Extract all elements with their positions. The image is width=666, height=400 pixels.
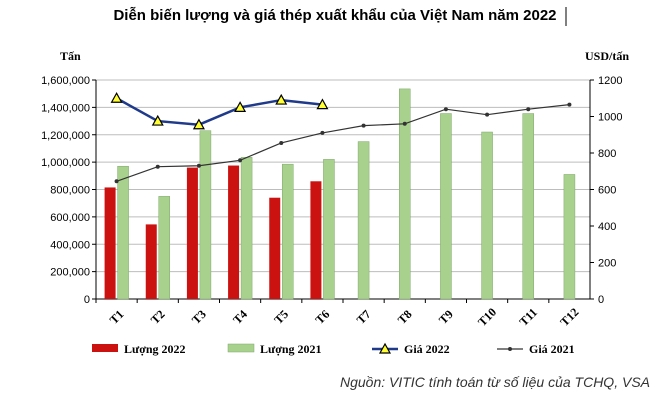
bar bbox=[104, 187, 116, 299]
right-tick-label: 200 bbox=[598, 258, 616, 270]
bar bbox=[357, 141, 370, 300]
x-tick-label: T8 bbox=[395, 307, 415, 327]
line-point bbox=[234, 101, 247, 112]
left-axis-unit: Tấn bbox=[60, 49, 81, 63]
bar bbox=[269, 197, 281, 299]
line-point bbox=[238, 158, 243, 163]
left-tick-label: 400,000 bbox=[50, 239, 90, 251]
bar bbox=[186, 167, 198, 299]
left-tick-label: 0 bbox=[84, 294, 90, 306]
right-tick-label: 1200 bbox=[598, 75, 622, 87]
bar bbox=[440, 113, 452, 300]
x-tick-label: T10 bbox=[475, 305, 499, 329]
left-tick-label: 1,000,000 bbox=[41, 157, 90, 169]
bar bbox=[158, 196, 170, 300]
line-point bbox=[443, 107, 448, 112]
bar bbox=[323, 159, 335, 300]
legend-marker bbox=[508, 347, 512, 351]
right-tick-label: 600 bbox=[598, 185, 616, 197]
bar bbox=[117, 165, 129, 300]
x-tick-label: T3 bbox=[189, 307, 209, 327]
x-tick-label: T11 bbox=[516, 305, 540, 329]
legend: Lượng 2022 Lượng 2021 Giá 2022 Giá 2021 bbox=[92, 342, 575, 356]
series-line bbox=[115, 97, 323, 126]
series-line bbox=[116, 104, 570, 182]
gridlines bbox=[96, 79, 590, 273]
line-point bbox=[114, 179, 119, 184]
line-point bbox=[320, 130, 325, 135]
bars bbox=[104, 88, 576, 300]
x-tick-label: T12 bbox=[557, 305, 581, 329]
source-note: Nguồn: VITIC tính toán từ số liệu của TC… bbox=[340, 374, 650, 390]
bar bbox=[228, 165, 240, 299]
bar bbox=[399, 88, 411, 300]
legend-label: Giá 2022 bbox=[404, 342, 450, 356]
left-tick-label: 1,600,000 bbox=[41, 75, 90, 87]
line-point bbox=[196, 163, 201, 168]
line-point bbox=[402, 121, 407, 126]
bar bbox=[563, 174, 576, 300]
right-tick-label: 1000 bbox=[598, 112, 622, 124]
line-point bbox=[316, 98, 329, 110]
line-point bbox=[361, 123, 366, 128]
legend-swatch bbox=[92, 344, 118, 352]
bar bbox=[522, 113, 534, 300]
legend-swatch bbox=[227, 343, 255, 353]
line-point bbox=[526, 107, 531, 112]
line-point bbox=[275, 93, 288, 105]
x-tick-label: T2 bbox=[148, 307, 168, 327]
left-tick-label: 200,000 bbox=[50, 267, 90, 279]
x-tick-label: T5 bbox=[271, 307, 291, 327]
legend-label: Giá 2021 bbox=[529, 342, 575, 356]
right-tick-label: 800 bbox=[598, 148, 616, 160]
bar bbox=[240, 157, 253, 300]
bar bbox=[145, 224, 157, 299]
left-tick-label: 1,200,000 bbox=[41, 130, 90, 142]
chart-title: Diễn biến lượng và giá thép xuất khẩu củ… bbox=[113, 7, 556, 24]
line-point bbox=[110, 92, 123, 103]
x-tick-label: T1 bbox=[107, 307, 127, 327]
bar bbox=[310, 181, 322, 299]
legend-label: Lượng 2022 bbox=[124, 342, 186, 356]
line-point bbox=[485, 112, 490, 117]
legend-marker bbox=[378, 342, 392, 354]
right-axis-unit: USD/tấn bbox=[585, 49, 629, 63]
bar bbox=[481, 131, 493, 300]
line-point bbox=[151, 114, 164, 126]
line-point bbox=[155, 164, 160, 169]
series-lines bbox=[110, 92, 572, 184]
right-tick-label: 0 bbox=[598, 294, 604, 306]
left-tick-label: 800,000 bbox=[50, 185, 90, 197]
x-tick-label: T7 bbox=[354, 307, 374, 327]
tick-labels: 0 200,000 400,000 600,000 800,000 1,000,000 1,… bbox=[41, 75, 622, 329]
line-point bbox=[279, 140, 284, 145]
left-tick-label: 600,000 bbox=[50, 212, 90, 224]
axes bbox=[92, 79, 594, 303]
left-tick-label: 1,400,000 bbox=[41, 102, 90, 114]
x-tick-label: T9 bbox=[436, 307, 456, 327]
line-point bbox=[567, 102, 572, 107]
x-tick-label: T6 bbox=[313, 307, 333, 327]
x-tick-label: T4 bbox=[230, 307, 250, 327]
line-point bbox=[192, 118, 205, 130]
bar bbox=[199, 130, 212, 300]
bar bbox=[282, 163, 294, 300]
right-tick-label: 400 bbox=[598, 221, 616, 233]
legend-label: Lượng 2021 bbox=[260, 342, 322, 356]
